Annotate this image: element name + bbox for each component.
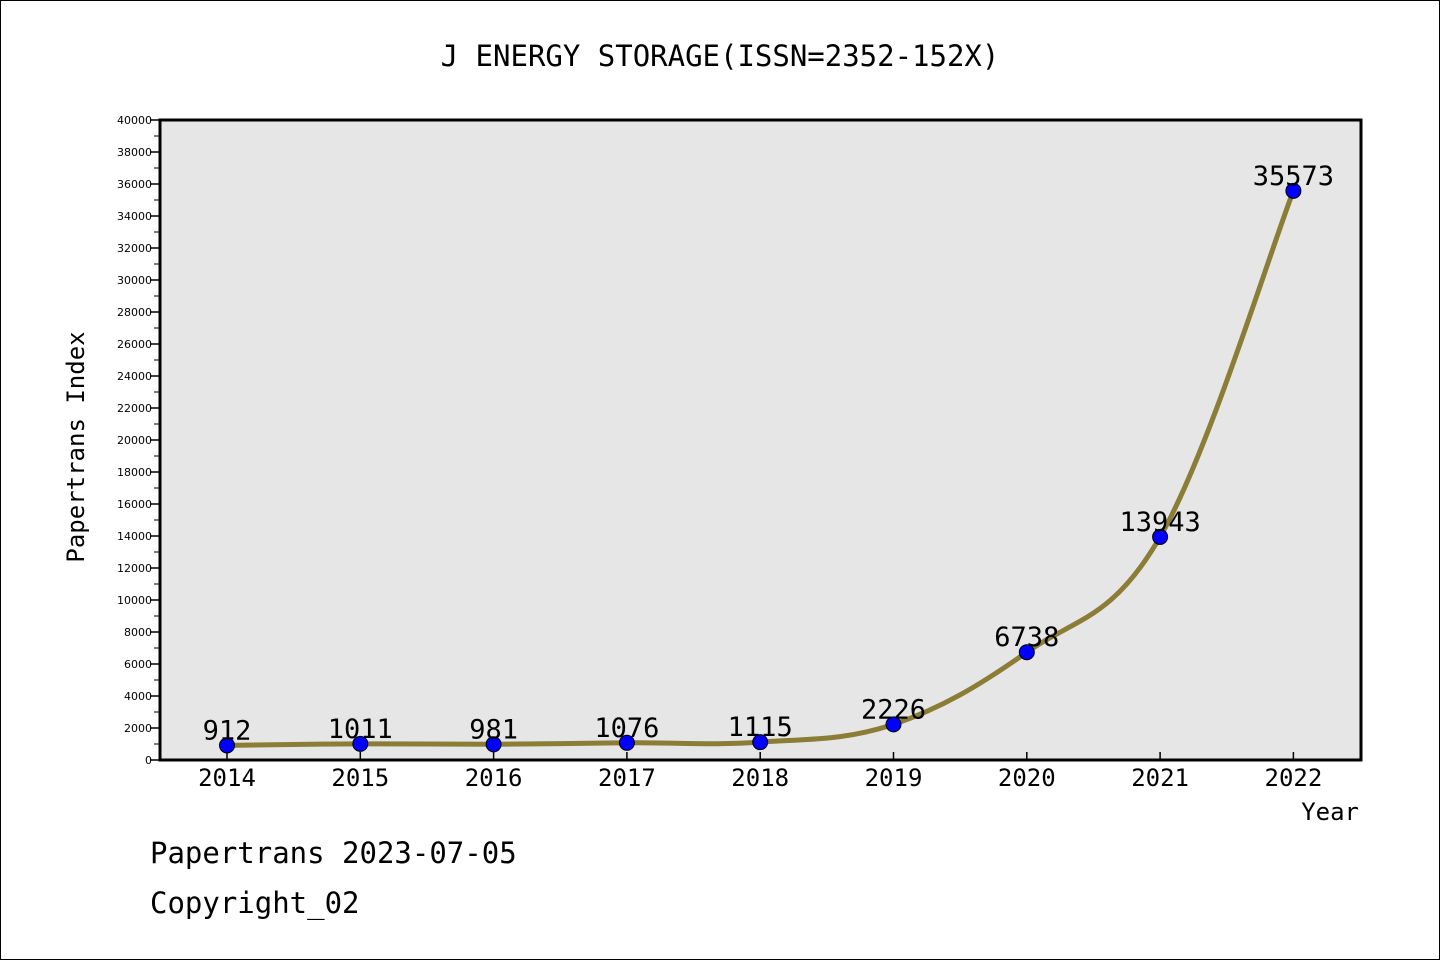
y-tick-label: 0 — [145, 754, 152, 767]
data-point — [885, 716, 902, 733]
x-tick-label: 2020 — [998, 764, 1056, 792]
x-tick-label: 2019 — [865, 764, 923, 792]
data-label: 912 — [203, 715, 252, 746]
data-point — [1018, 644, 1035, 661]
data-markers — [219, 182, 1302, 754]
x-tick-label: 2014 — [198, 764, 256, 792]
data-point — [1152, 528, 1169, 545]
y-tick-label: 10000 — [117, 594, 152, 607]
y-tick-label: 4000 — [124, 690, 152, 703]
data-point — [618, 734, 635, 751]
y-tick-label: 24000 — [117, 370, 152, 383]
data-label: 1115 — [728, 712, 793, 743]
x-axis-label: Year — [1301, 798, 1359, 826]
y-tick-label: 34000 — [117, 210, 152, 223]
data-point — [752, 734, 769, 751]
data-label: 1011 — [328, 714, 393, 745]
y-tick-label: 28000 — [117, 306, 152, 319]
data-point — [219, 737, 235, 754]
chart-title: J ENERGY STORAGE(ISSN=2352-152X) — [441, 39, 1000, 73]
footer-copyright: Copyright_02 — [150, 886, 360, 920]
y-axis: 0 2000 4000 6000 8000 10000 12000 14000 16000 180… — [117, 114, 160, 767]
x-tick-label: 2021 — [1131, 764, 1189, 792]
data-label: 2226 — [861, 694, 926, 725]
y-tick-label: 18000 — [117, 466, 152, 479]
y-axis-label: Papertrans Index — [62, 331, 90, 562]
y-tick-label: 30000 — [117, 274, 152, 287]
plot-area — [158, 118, 1363, 762]
x-tick-label: 2016 — [465, 764, 523, 792]
y-tick-label: 40000 — [117, 114, 152, 127]
y-tick-label: 36000 — [117, 178, 152, 191]
y-tick-label: 16000 — [117, 498, 152, 511]
y-tick-label: 14000 — [117, 530, 152, 543]
data-label: 13943 — [1119, 507, 1200, 538]
x-tick-label: 2018 — [731, 764, 789, 792]
data-point — [352, 735, 369, 752]
data-label: 1076 — [594, 713, 659, 744]
y-tick-label: 6000 — [124, 658, 152, 671]
data-label: 35573 — [1253, 161, 1334, 192]
x-tick-label: 2022 — [1265, 764, 1323, 792]
y-tick-label: 38000 — [117, 146, 152, 159]
y-tick-label: 12000 — [117, 562, 152, 575]
data-point — [485, 736, 502, 753]
data-labels: 912 1011 981 1076 1115 2226 6738 13943 35573 — [203, 161, 1334, 747]
x-axis: 2014 2015 2016 2017 2018 2019 2020 2021 2022 — [198, 752, 1322, 792]
data-label: 981 — [469, 714, 518, 745]
y-tick-label: 8000 — [124, 626, 152, 639]
y-tick-label: 26000 — [117, 338, 152, 351]
y-tick-label: 20000 — [117, 434, 152, 447]
y-tick-label: 22000 — [117, 402, 152, 415]
data-point — [1285, 182, 1302, 199]
y-tick-label: 2000 — [124, 722, 152, 735]
x-tick-label: 2017 — [598, 764, 656, 792]
x-tick-label: 2015 — [331, 764, 389, 792]
data-label: 6738 — [994, 622, 1059, 653]
footer-source: Papertrans 2023-07-05 — [150, 836, 517, 870]
y-tick-label: 32000 — [117, 242, 152, 255]
